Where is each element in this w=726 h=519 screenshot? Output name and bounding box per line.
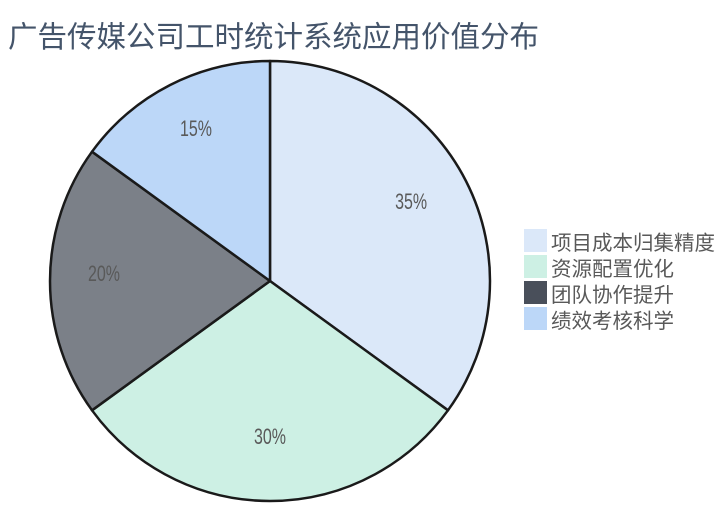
svg-text:20%: 20% xyxy=(88,261,120,286)
svg-text:15%: 15% xyxy=(180,116,212,141)
svg-text:35%: 35% xyxy=(395,189,427,214)
svg-text:30%: 30% xyxy=(254,424,286,449)
